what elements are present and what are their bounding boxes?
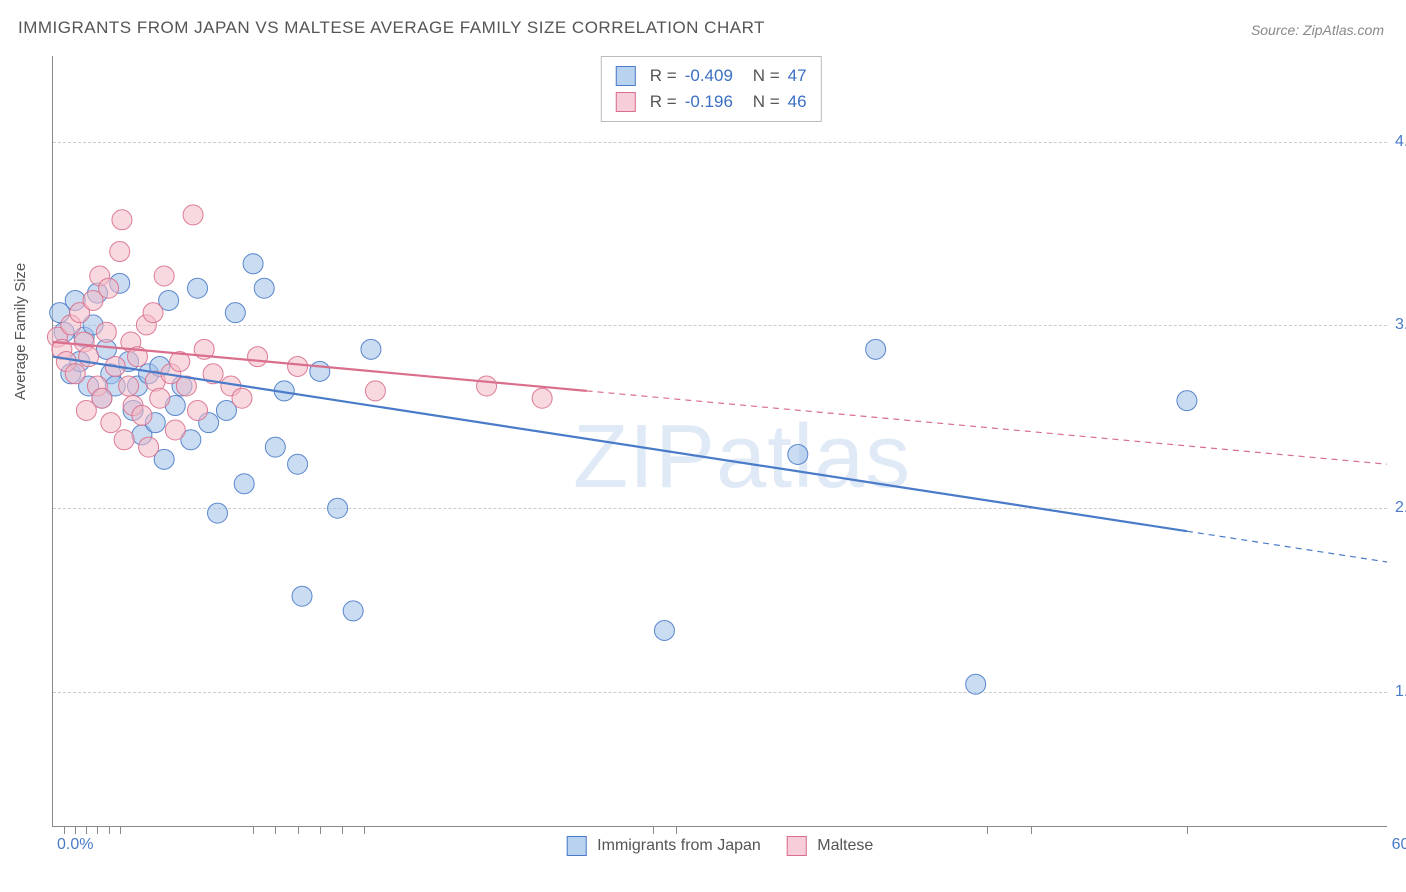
scatter-point xyxy=(361,339,381,359)
correlation-stats-box: R = -0.409 N = 47 R = -0.196 N = 46 xyxy=(601,56,822,122)
scatter-point xyxy=(234,474,254,494)
scatter-point xyxy=(265,437,285,457)
scatter-point xyxy=(232,388,252,408)
stats-n-value-japan: 47 xyxy=(788,63,807,89)
scatter-point xyxy=(99,278,119,298)
scatter-point xyxy=(165,420,185,440)
scatter-point xyxy=(532,388,552,408)
scatter-point xyxy=(866,339,886,359)
x-tick xyxy=(364,826,365,834)
scatter-point xyxy=(208,503,228,523)
scatter-point xyxy=(183,205,203,225)
x-tick xyxy=(97,826,98,834)
trend-line-dashed xyxy=(587,391,1387,464)
stats-r-value-maltese: -0.196 xyxy=(685,89,745,115)
legend-item-maltese: Maltese xyxy=(787,836,873,856)
x-tick xyxy=(275,826,276,834)
stats-r-value-japan: -0.409 xyxy=(685,63,745,89)
y-axis-label: Average Family Size xyxy=(12,263,29,400)
legend-item-japan: Immigrants from Japan xyxy=(567,836,761,856)
scatter-point xyxy=(248,347,268,367)
y-tick-label: 4.00 xyxy=(1395,133,1406,151)
stats-swatch-maltese xyxy=(616,92,636,112)
scatter-point xyxy=(143,303,163,323)
scatter-point xyxy=(966,674,986,694)
scatter-point xyxy=(328,498,348,518)
y-tick-label: 1.75 xyxy=(1395,683,1406,701)
source-attribution: Source: ZipAtlas.com xyxy=(1251,22,1384,38)
scatter-point xyxy=(365,381,385,401)
scatter-point xyxy=(132,405,152,425)
chart-plot-area: ZIPatlas 1.752.503.254.00 R = -0.409 N =… xyxy=(52,56,1387,827)
stats-n-value-maltese: 46 xyxy=(788,89,807,115)
legend-label-maltese: Maltese xyxy=(817,837,873,854)
scatter-point xyxy=(1177,391,1197,411)
stats-n-label: N = xyxy=(753,89,780,115)
scatter-point xyxy=(114,430,134,450)
x-tick xyxy=(75,826,76,834)
x-tick xyxy=(86,826,87,834)
scatter-point xyxy=(139,437,159,457)
legend-swatch-japan xyxy=(567,836,587,856)
stats-swatch-japan xyxy=(616,66,636,86)
bottom-legend: Immigrants from Japan Maltese xyxy=(567,836,874,856)
scatter-point xyxy=(343,601,363,621)
x-tick xyxy=(987,826,988,834)
scatter-point xyxy=(188,278,208,298)
scatter-point xyxy=(154,266,174,286)
stats-n-label: N = xyxy=(753,63,780,89)
scatter-point xyxy=(788,444,808,464)
y-tick-label: 3.25 xyxy=(1395,316,1406,334)
stats-row-series2: R = -0.196 N = 46 xyxy=(616,89,807,115)
y-tick-label: 2.50 xyxy=(1395,499,1406,517)
x-tick xyxy=(342,826,343,834)
stats-r-label: R = xyxy=(650,63,677,89)
x-tick xyxy=(298,826,299,834)
legend-swatch-maltese xyxy=(787,836,807,856)
scatter-point xyxy=(119,376,139,396)
scatter-point xyxy=(288,356,308,376)
x-tick xyxy=(1031,826,1032,834)
scatter-point xyxy=(110,242,130,262)
legend-label-japan: Immigrants from Japan xyxy=(597,837,761,854)
scatter-point xyxy=(101,413,121,433)
x-tick xyxy=(253,826,254,834)
scatter-point xyxy=(477,376,497,396)
scatter-point xyxy=(96,322,116,342)
scatter-point xyxy=(243,254,263,274)
x-tick xyxy=(1187,826,1188,834)
scatter-point xyxy=(254,278,274,298)
scatter-point xyxy=(225,303,245,323)
scatter-point xyxy=(112,210,132,230)
scatter-point xyxy=(92,388,112,408)
scatter-point xyxy=(188,400,208,420)
scatter-point xyxy=(65,364,85,384)
x-axis-end-label: 60.0% xyxy=(1392,836,1406,854)
x-tick xyxy=(64,826,65,834)
x-tick xyxy=(320,826,321,834)
x-tick xyxy=(653,826,654,834)
x-axis-start-label: 0.0% xyxy=(57,836,93,854)
scatter-point xyxy=(288,454,308,474)
stats-r-label: R = xyxy=(650,89,677,115)
scatter-point xyxy=(654,620,674,640)
chart-title: IMMIGRANTS FROM JAPAN VS MALTESE AVERAGE… xyxy=(18,18,765,38)
x-tick xyxy=(109,826,110,834)
x-tick xyxy=(120,826,121,834)
scatter-point xyxy=(310,361,330,381)
trend-line-dashed xyxy=(1187,531,1387,562)
scatter-plot-svg xyxy=(53,56,1387,826)
scatter-point xyxy=(292,586,312,606)
x-tick xyxy=(676,826,677,834)
stats-row-series1: R = -0.409 N = 47 xyxy=(616,63,807,89)
scatter-point xyxy=(150,388,170,408)
